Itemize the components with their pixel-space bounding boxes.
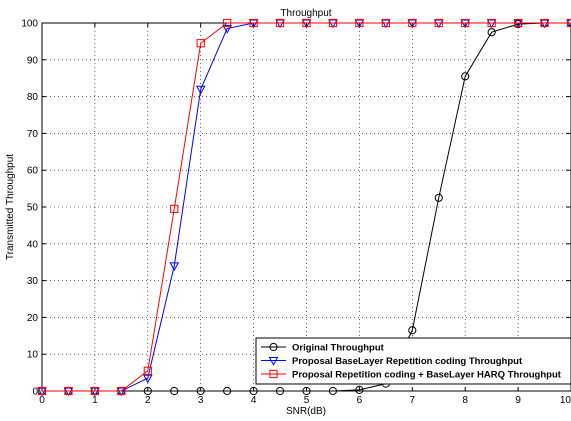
legend-box bbox=[255, 337, 571, 385]
y-tick-label: 0 bbox=[32, 387, 38, 398]
data-point bbox=[487, 18, 496, 28]
data-point bbox=[169, 262, 180, 272]
y-tick-label: 50 bbox=[27, 203, 39, 214]
legend-swatch-marker bbox=[268, 357, 279, 366]
series-line bbox=[42, 22, 571, 392]
data-point bbox=[301, 19, 312, 29]
data-point bbox=[434, 193, 443, 202]
data-point bbox=[64, 386, 73, 396]
data-point bbox=[143, 366, 152, 375]
legend-label: Original Throughput bbox=[292, 343, 385, 354]
data-point bbox=[195, 85, 206, 95]
data-point bbox=[381, 19, 391, 29]
data-point bbox=[302, 386, 311, 396]
data-point bbox=[222, 25, 232, 34]
data-point bbox=[249, 386, 258, 396]
data-point bbox=[566, 18, 571, 28]
y-tick-label: 70 bbox=[27, 129, 39, 140]
x-tick-label: 1 bbox=[92, 395, 98, 406]
data-point bbox=[90, 387, 100, 397]
legend: Original Throughput Proposal BaseLayer Re… bbox=[255, 337, 571, 385]
data-point bbox=[275, 18, 285, 28]
data-point bbox=[223, 18, 232, 28]
x-tick-label: 10 bbox=[560, 395, 571, 406]
data-point bbox=[566, 19, 571, 29]
data-point bbox=[196, 386, 205, 396]
legend-entry: Proposal Repetition coding + BaseLayer H… bbox=[261, 370, 562, 381]
data-point bbox=[354, 19, 365, 29]
x-tick-label: 3 bbox=[198, 395, 204, 406]
data-point bbox=[539, 19, 550, 29]
data-point bbox=[170, 386, 179, 396]
series-line bbox=[42, 22, 571, 392]
legend-entry: Original Throughput bbox=[261, 343, 385, 354]
data-point bbox=[433, 19, 444, 29]
data-point bbox=[196, 39, 205, 48]
data-point bbox=[461, 18, 470, 28]
data-point bbox=[142, 374, 153, 384]
data-point bbox=[434, 18, 443, 28]
series-lines bbox=[37, 18, 571, 397]
data-point bbox=[249, 18, 258, 28]
y-tick-label: 20 bbox=[27, 313, 39, 324]
x-tick-label: 7 bbox=[410, 395, 416, 406]
data-point bbox=[37, 387, 47, 397]
x-tick-label: 2 bbox=[145, 395, 151, 406]
legend-entry: Proposal BaseLayer Repetition coding Thr… bbox=[261, 356, 523, 367]
data-point bbox=[487, 28, 496, 37]
data-point bbox=[90, 386, 100, 396]
x-tick-label: 9 bbox=[515, 395, 521, 406]
data-point bbox=[408, 326, 417, 335]
x-tick-label: 0 bbox=[39, 395, 45, 406]
legend-swatch-marker bbox=[269, 342, 278, 352]
data-point bbox=[460, 19, 471, 29]
data-point bbox=[540, 18, 549, 28]
y-tick-label: 10 bbox=[27, 350, 39, 361]
legend-label: Proposal BaseLayer Repetition coding Thr… bbox=[292, 356, 523, 367]
data-point bbox=[355, 385, 364, 394]
grid-lines bbox=[42, 23, 571, 391]
data-point bbox=[63, 387, 74, 397]
data-point bbox=[381, 18, 390, 28]
y-tick-label: 40 bbox=[27, 239, 39, 250]
x-tick-label: 8 bbox=[462, 395, 468, 406]
x-tick-label: 5 bbox=[304, 395, 310, 406]
data-point bbox=[407, 19, 418, 29]
data-point bbox=[248, 19, 259, 29]
legend-swatch-marker bbox=[269, 369, 278, 379]
data-point bbox=[514, 18, 523, 28]
data-point bbox=[328, 18, 338, 28]
data-point bbox=[275, 386, 285, 396]
data-point bbox=[328, 19, 338, 29]
y-axis-label: Transmitted Throughput bbox=[5, 154, 16, 260]
data-point bbox=[117, 386, 126, 396]
x-tick-label: 6 bbox=[357, 395, 363, 406]
legend-label: Proposal Repetition coding + BaseLayer H… bbox=[292, 370, 562, 381]
data-point bbox=[275, 19, 285, 29]
data-point bbox=[170, 204, 179, 213]
data-point bbox=[513, 19, 523, 29]
series-3 bbox=[37, 18, 571, 396]
data-point bbox=[143, 386, 152, 396]
data-point bbox=[328, 386, 338, 396]
data-point bbox=[116, 387, 127, 397]
x-tick-label: 4 bbox=[251, 395, 257, 406]
x-axis-label: SNR(dB) bbox=[286, 406, 326, 417]
data-point bbox=[355, 18, 364, 28]
data-point bbox=[486, 19, 497, 29]
data-point bbox=[223, 386, 232, 396]
y-tick-label: 30 bbox=[27, 276, 39, 287]
data-point bbox=[37, 386, 47, 396]
y-tick-label: 60 bbox=[27, 166, 39, 177]
chart-title: Throughput bbox=[280, 8, 331, 19]
data-point bbox=[461, 72, 470, 81]
y-tick-label: 100 bbox=[21, 19, 38, 30]
y-tick-label: 90 bbox=[27, 55, 39, 66]
y-tick-label: 80 bbox=[27, 92, 39, 103]
data-point bbox=[302, 18, 311, 28]
data-point bbox=[408, 18, 417, 28]
